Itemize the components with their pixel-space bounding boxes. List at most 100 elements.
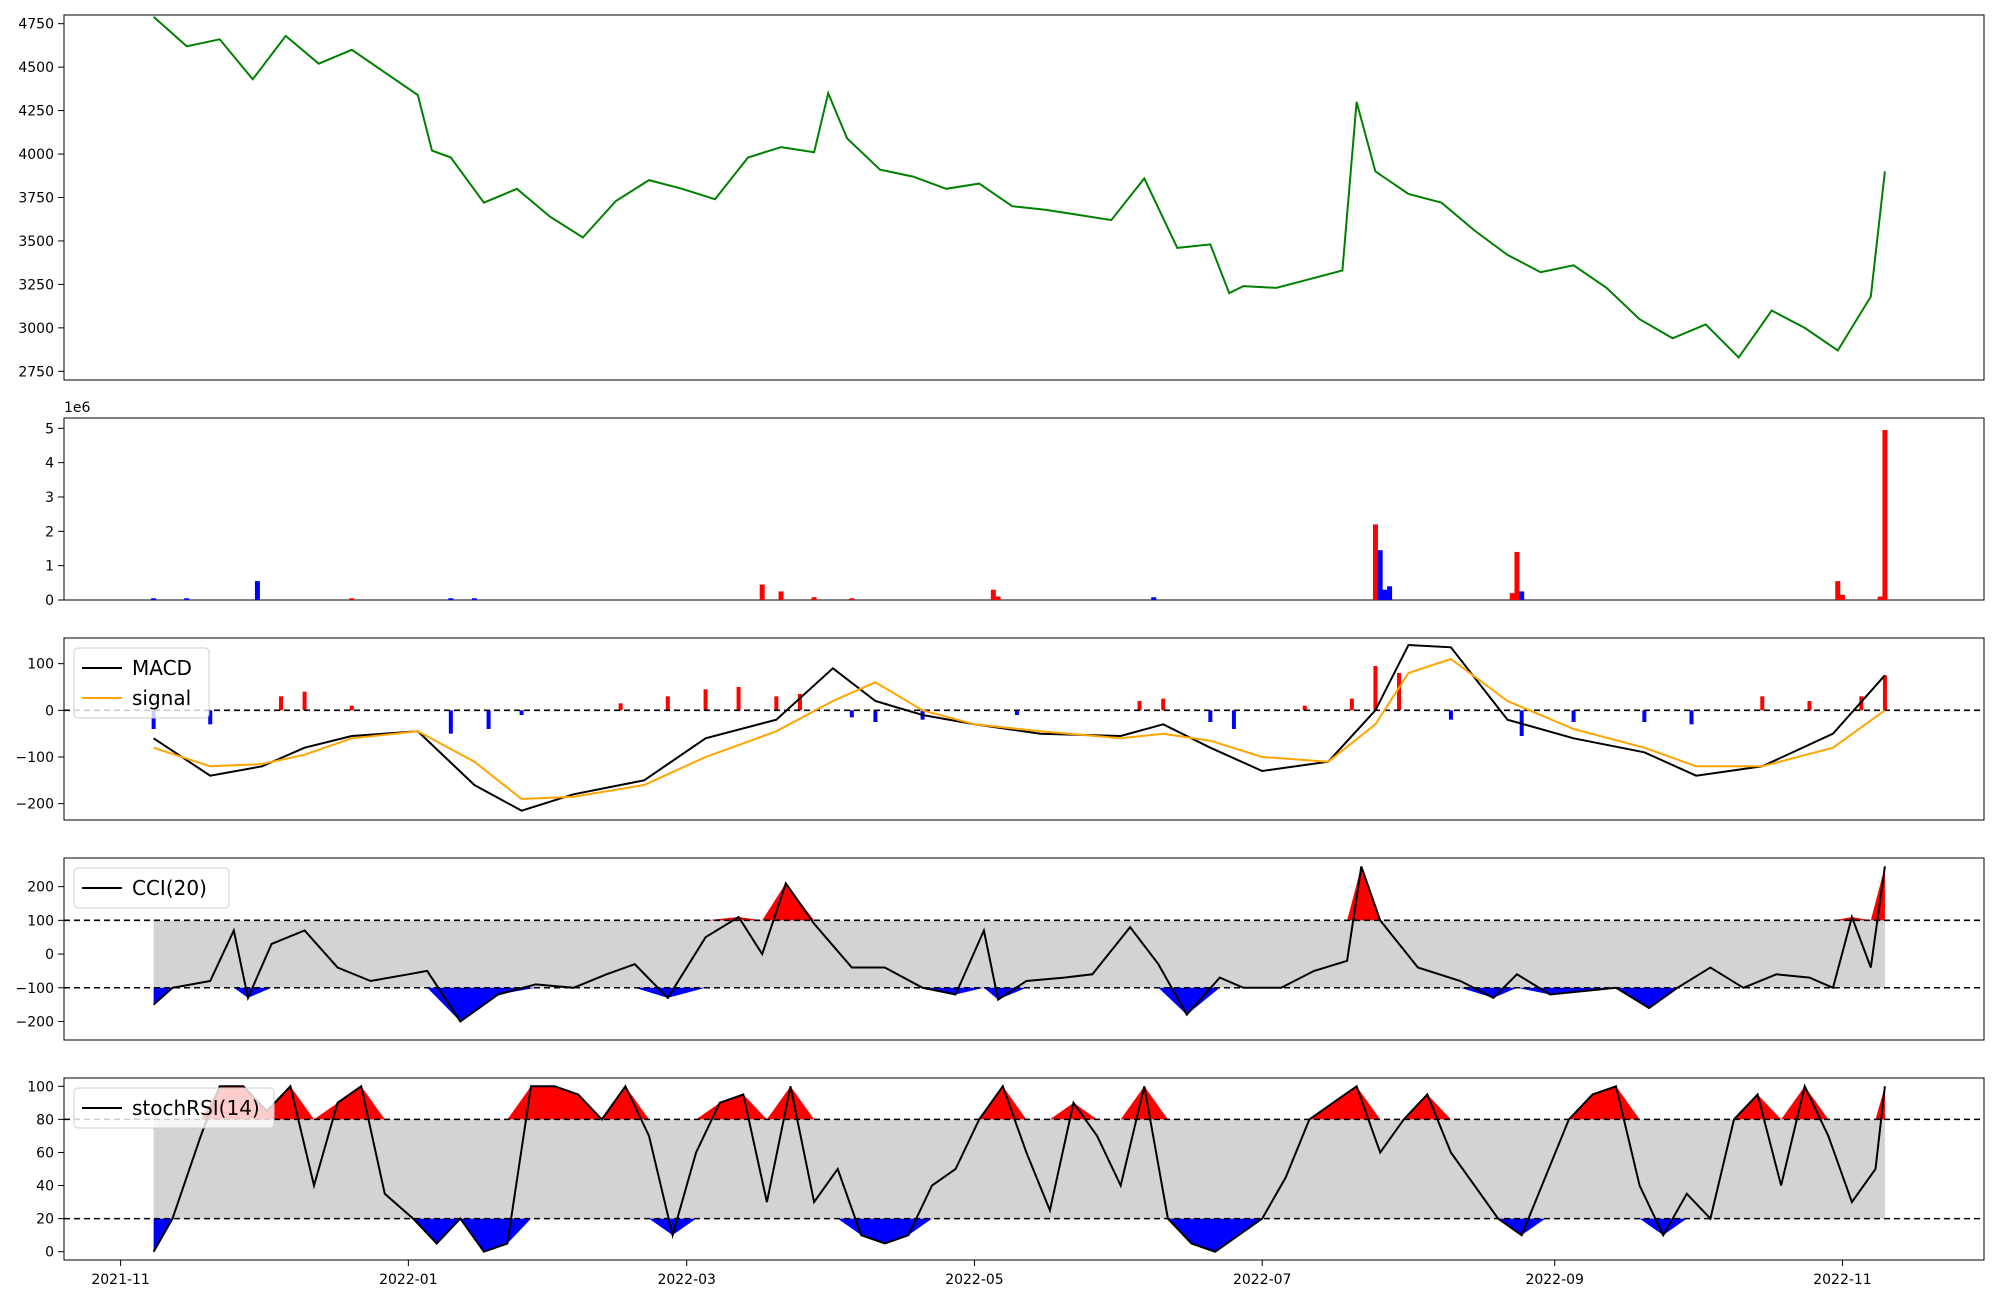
macd-histogram-bar (774, 696, 779, 711)
y-tick-label: 3 (45, 490, 54, 506)
volume-bar (1372, 524, 1378, 600)
macd-histogram-bar (1373, 666, 1378, 711)
plot-frame (63, 637, 1985, 821)
legend-label: CCI(20) (132, 876, 207, 900)
macd-histogram-bar (486, 710, 491, 729)
macd-histogram-bar (208, 710, 213, 725)
stochrsi-line (152, 1083, 1886, 1253)
legend-label: stochRSI(14) (132, 1096, 260, 1120)
macd-histogram-bar (1302, 705, 1307, 711)
plot-frame (63, 14, 1985, 381)
legend-box (73, 1087, 275, 1129)
macd-histogram-bar (1882, 675, 1887, 711)
macd-histogram-bar (151, 710, 156, 729)
volume-bar (1514, 551, 1520, 600)
macd-line (153, 643, 1886, 812)
macd-histogram-bar (1859, 696, 1864, 711)
macd-histogram-bar (1014, 710, 1019, 715)
volume-bar (1835, 581, 1841, 600)
price-panel: 2750 3000 3250 3500 3750 4000 4250 4500 4750 (18, 14, 1985, 381)
y-tick-label: 4 (45, 456, 54, 472)
volume-bar (778, 591, 784, 600)
macd-histogram-bar (1689, 710, 1694, 725)
macd-histogram-bar (1642, 710, 1647, 722)
legend-box (73, 647, 210, 719)
x-axis: 2021-11 2022-01 2022-03 2022-05 2022-07 2022-… (91, 1260, 1872, 1288)
y-tick-label: 3000 (18, 321, 54, 337)
overbought-area (153, 1086, 1885, 1120)
volume-bar (811, 597, 817, 600)
macd-histogram-bar (279, 696, 284, 711)
volume-bar (1382, 589, 1388, 600)
macd-histogram-bar (665, 696, 670, 711)
y-tick-label: 5 (45, 421, 54, 437)
volume-bar (1882, 430, 1888, 600)
volume-bar (448, 598, 454, 600)
x-tick-label: 2022-03 (657, 1272, 716, 1288)
macd-histogram-bar (1807, 701, 1812, 711)
x-tick-label: 2022-09 (1525, 1272, 1584, 1288)
y-tick-label: 3750 (18, 191, 54, 207)
cci-panel: −200 −100 0 100 200 CCI(20) (16, 857, 1985, 1041)
plot-frame (63, 1077, 1985, 1261)
y-tick-label: 4000 (18, 147, 54, 163)
macd-histogram-bar (1161, 698, 1166, 711)
macd-histogram-bar (1208, 710, 1213, 722)
macd-histogram-bar (703, 689, 708, 711)
volume-bar (349, 598, 355, 600)
y-tick-label: −200 (16, 1014, 54, 1030)
volume-bar (151, 598, 157, 600)
y-tick-label: 40 (36, 1179, 54, 1195)
y-tick-label: 3250 (18, 277, 54, 293)
macd-histogram-bar (1760, 696, 1765, 711)
y-tick-label: 60 (36, 1145, 54, 1161)
overbought-area (153, 866, 1885, 921)
x-tick-label: 2022-11 (1813, 1272, 1872, 1288)
macd-histogram-bar (849, 710, 854, 718)
volume-bar (759, 584, 765, 600)
y-tick-label: 20 (36, 1212, 54, 1228)
macd-histogram-bar (1349, 698, 1354, 711)
legend-box (73, 867, 230, 909)
volume-bar (1839, 594, 1845, 600)
y-tick-label: 2 (45, 524, 54, 540)
volume-bar (1377, 550, 1383, 600)
neutral-band (153, 920, 1885, 988)
macd-histogram-bar (1137, 701, 1142, 711)
volume-bar (254, 581, 260, 600)
y-tick-label: 200 (27, 880, 54, 896)
plot-frame (63, 417, 1985, 601)
volume-bar (1519, 591, 1525, 600)
y-tick-label: −100 (16, 981, 54, 997)
volume-bar (990, 589, 996, 600)
volume-exponent-label: 1e6 (64, 400, 91, 416)
volume-bar (471, 598, 477, 600)
volume-panel: 0 1 2 3 4 5 1e6 (45, 400, 1985, 609)
stochrsi-panel: 0 20 40 60 80 100 stochRSI(14) (27, 1077, 1985, 1261)
y-tick-label: 100 (27, 913, 54, 929)
y-tick-label: −100 (16, 750, 54, 766)
neutral-band (153, 1119, 1885, 1219)
macd-histogram-bar (1448, 710, 1453, 720)
macd-histogram-bar (618, 703, 623, 711)
macd-histogram-bar (1397, 673, 1402, 711)
volume-bar (1509, 593, 1515, 600)
y-tick-label: 3500 (18, 234, 54, 250)
oversold-area (153, 1218, 1885, 1252)
macd-panel: −200 −100 0 100 MACD signal (16, 637, 1985, 821)
y-tick-label: 100 (27, 1079, 54, 1095)
x-tick-label: 2022-07 (1233, 1272, 1292, 1288)
volume-bar (995, 596, 1001, 600)
volume-bar (1877, 596, 1883, 600)
legend-label: signal (132, 686, 191, 710)
y-tick-label: 0 (45, 703, 54, 719)
y-tick-label: 0 (45, 1245, 54, 1261)
macd-histogram-bar (302, 691, 307, 711)
y-tick-label: 80 (36, 1112, 54, 1128)
cci-line (152, 866, 1886, 1023)
y-tick-label: 0 (45, 593, 54, 609)
y-tick-label: 1 (45, 559, 54, 575)
macd-histogram-bar (349, 705, 354, 711)
plot-frame (63, 857, 1985, 1041)
